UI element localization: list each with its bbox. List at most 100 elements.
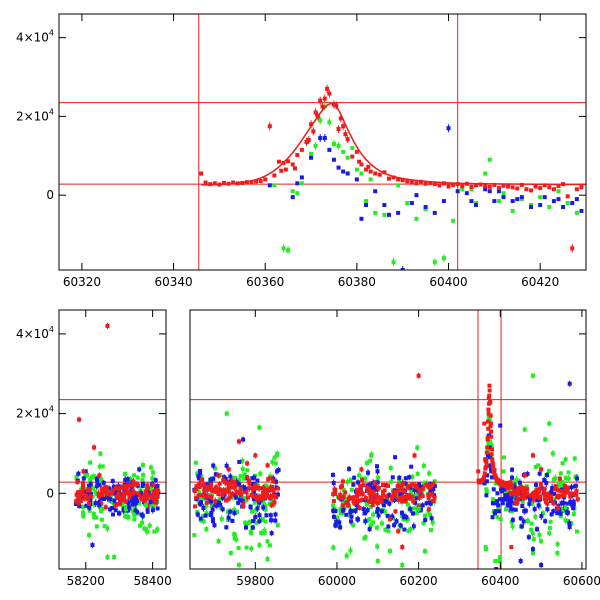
blue-data-point: [489, 469, 494, 474]
bottom-right-plot-frame: [189, 309, 587, 570]
red-data-point: [556, 504, 561, 512]
red-data-point: [530, 452, 535, 459]
red-data-point: [204, 500, 209, 505]
green-data-point: [551, 475, 556, 483]
blue-data-point: [522, 507, 527, 515]
bottom-axes: 4×104 2×104 0 58200 58400 59800 60000 60200 6040…: [16, 310, 600, 588]
red-data-point: [405, 484, 410, 492]
red-data-point: [431, 480, 436, 487]
blue-data-point: [539, 562, 544, 569]
bottom-x-tick-label: 60200: [400, 574, 438, 588]
red-data-point: [344, 500, 349, 506]
green-data-point: [574, 210, 579, 215]
green-data-point: [105, 524, 110, 533]
red-data-point: [407, 492, 412, 498]
red-data-point: [318, 96, 323, 105]
blue-data-point: [351, 482, 356, 487]
blue-data-point: [429, 515, 434, 522]
blue-data-point: [397, 474, 402, 481]
blue-data-point: [373, 189, 378, 194]
green-data-point: [345, 478, 350, 486]
red-data-point: [304, 138, 309, 146]
blue-data-point: [248, 505, 253, 510]
red-data-point: [355, 498, 360, 504]
blue-data-point: [496, 503, 501, 508]
blue-data-point: [529, 204, 534, 209]
blue-data-point: [228, 508, 233, 515]
blue-data-point: [387, 491, 392, 499]
blue-data-point: [209, 508, 214, 517]
blue-data-point: [519, 195, 524, 200]
red-data-point: [411, 498, 416, 505]
blue-data-point: [536, 502, 541, 509]
green-data-point: [405, 502, 410, 507]
green-data-point: [151, 469, 156, 476]
green-data-point: [429, 527, 434, 533]
blue-data-point: [390, 475, 395, 480]
red-data-point: [201, 482, 206, 487]
blue-data-point: [496, 189, 501, 194]
blue-data-point: [375, 479, 380, 486]
blue-data-point: [367, 526, 372, 533]
blue-data-point: [94, 482, 99, 491]
blue-data-point: [275, 491, 280, 499]
blue-data-point: [545, 472, 550, 478]
green-data-point: [313, 141, 318, 150]
red-data-point: [367, 489, 372, 497]
green-data-point: [143, 502, 148, 509]
red-data-point: [429, 491, 434, 498]
top-x-tick-label: 60360: [246, 275, 284, 289]
green-data-point: [123, 471, 128, 477]
red-data-point: [528, 493, 533, 498]
green-data-point: [388, 548, 393, 555]
red-data-point: [360, 477, 365, 483]
blue-data-point: [354, 177, 359, 182]
red-data-point: [536, 494, 541, 501]
red-data-point: [375, 500, 380, 507]
blue-data-point: [515, 197, 520, 202]
top-x-tick-label: 60380: [338, 275, 376, 289]
green-data-point: [537, 530, 542, 539]
red-data-point: [197, 493, 202, 498]
red-data-point: [355, 494, 360, 499]
red-data-point: [97, 472, 102, 479]
green-data-point: [147, 521, 152, 530]
blue-data-point: [497, 509, 502, 514]
green-data-point: [497, 555, 502, 560]
red-data-point: [555, 493, 560, 499]
blue-data-point: [492, 501, 497, 506]
red-data-point: [487, 393, 492, 398]
blue-data-point: [495, 491, 500, 496]
blue-data-point: [411, 510, 416, 516]
green-data-point: [130, 508, 135, 514]
green-data-point: [560, 461, 565, 466]
red-data-point: [508, 492, 513, 497]
red-data-point: [263, 177, 268, 182]
red-data-point: [200, 493, 205, 498]
blue-data-point: [579, 208, 584, 213]
blue-data-point: [331, 507, 336, 514]
blue-data-point: [261, 503, 266, 511]
red-data-point: [384, 493, 389, 500]
red-data-point: [213, 487, 218, 494]
green-data-point: [143, 526, 148, 532]
red-data-point: [399, 495, 404, 501]
blue-data-point: [386, 212, 391, 217]
red-data-point: [327, 89, 332, 98]
red-data-point: [483, 184, 488, 189]
blue-data-point: [198, 516, 203, 521]
blue-data-point: [108, 506, 113, 513]
blue-data-point: [375, 467, 380, 475]
green-data-point: [290, 189, 295, 194]
blue-data-point: [382, 203, 387, 208]
red-data-point: [279, 168, 284, 173]
red-data-point: [357, 159, 362, 164]
green-data-point: [375, 558, 380, 565]
blue-data-point: [255, 504, 260, 512]
blue-data-point: [520, 504, 525, 509]
green-data-point: [375, 542, 380, 551]
green-data-point: [359, 171, 364, 176]
red-data-point: [81, 468, 86, 475]
red-data-point: [253, 452, 258, 459]
green-data-point: [441, 254, 446, 263]
